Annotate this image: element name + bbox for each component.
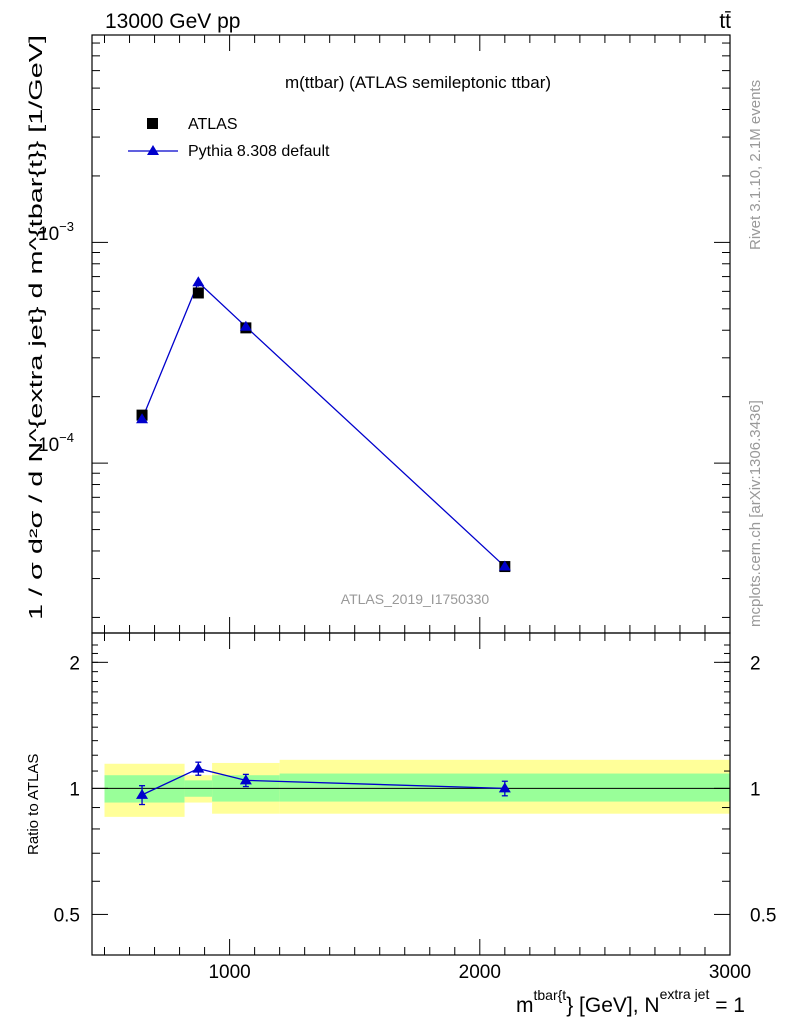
- header-energy-label: 13000 GeV pp: [105, 10, 240, 33]
- ytick-1e-4-base: 10: [38, 435, 59, 456]
- legend-atlas-label: ATLAS: [188, 116, 238, 133]
- ytick-1e-3-base: 10: [38, 224, 59, 245]
- ratio-line: [141, 767, 505, 796]
- legend-pythia-marker: [147, 145, 159, 155]
- ratio-point: [192, 762, 205, 773]
- watermark-label: ATLAS_2019_I1750330: [341, 591, 490, 607]
- legend-pythia-label: Pythia 8.308 default: [188, 143, 330, 160]
- ratio-ytick-label-left: 1: [69, 779, 80, 800]
- ytick-1e-3-exp: −3: [59, 219, 74, 234]
- xtick-label: 3000: [709, 962, 751, 983]
- ratio-ylabel: Ratio to ATLAS: [25, 754, 42, 855]
- pythia-point: [136, 413, 149, 424]
- main-ylabel: 1 / σ d²σ / d N^{extra jet} d m^{tbar{t}…: [26, 35, 46, 620]
- ratio-ytick-label-left: 2: [69, 653, 80, 674]
- legend: ATLAS Pythia 8.308 default: [128, 116, 330, 160]
- rivet-version-label: Rivet 3.1.10, 2.1M events: [747, 80, 764, 250]
- mcplots-label: mcplots.cern.ch [arXiv:1306.3436]: [747, 400, 764, 627]
- ratio-ytick-label-right: 0.5: [750, 905, 776, 926]
- pythia-point: [498, 560, 511, 571]
- ytick-label-1e-4: 10−4: [38, 430, 74, 456]
- header-process-label: tt̄: [719, 10, 731, 33]
- xlabel-end: = 1: [709, 994, 745, 1017]
- xtick-label: 2000: [459, 962, 501, 983]
- pythia-point: [239, 320, 252, 331]
- main-axis-ticks: [92, 35, 731, 633]
- xlabel: mtbar{t} [GeV], Nextra jet = 1: [516, 986, 745, 1017]
- ratio-point: [498, 782, 511, 793]
- ratio-point: [136, 788, 149, 799]
- ytick-1e-4-exp: −4: [59, 430, 74, 445]
- xlabel-main: m: [516, 994, 534, 1017]
- ratio-panel: 0.5 0.5 1 1 2 2 1000 2000 3000 Ratio to ATLAS mt…: [25, 632, 776, 1017]
- ratio-ytick-label-right: 2: [750, 653, 761, 674]
- pythia-point: [192, 276, 205, 287]
- ratio-bands-layer: [104, 759, 730, 817]
- xlabel-sup1: tbar{t: [533, 987, 566, 1003]
- xlabel-mid: } [GeV], N: [566, 994, 659, 1017]
- xtick-label: 1000: [208, 962, 250, 983]
- main-series-layer: [136, 276, 511, 573]
- ratio-axis-ticks: 0.5 0.5 1 1 2 2 1000 2000 3000: [54, 633, 776, 983]
- ratio-frame: [91, 632, 731, 956]
- ratio-series-layer: [136, 761, 511, 806]
- ratio-point: [239, 774, 252, 785]
- xlabel-sup2: extra jet: [660, 986, 710, 1002]
- ytick-label-1e-3: 10−3: [38, 219, 74, 245]
- atlas-point: [192, 287, 204, 299]
- legend-atlas-marker: [147, 118, 158, 129]
- ratio-ytick-label-right: 1: [750, 779, 761, 800]
- ratio-ytick-label-left: 0.5: [54, 905, 80, 926]
- pythia-line: [141, 281, 506, 568]
- main-panel: m(ttbar) (ATLAS semileptonic ttbar) ATLA…: [26, 34, 731, 634]
- main-title: m(ttbar) (ATLAS semileptonic ttbar): [285, 73, 551, 92]
